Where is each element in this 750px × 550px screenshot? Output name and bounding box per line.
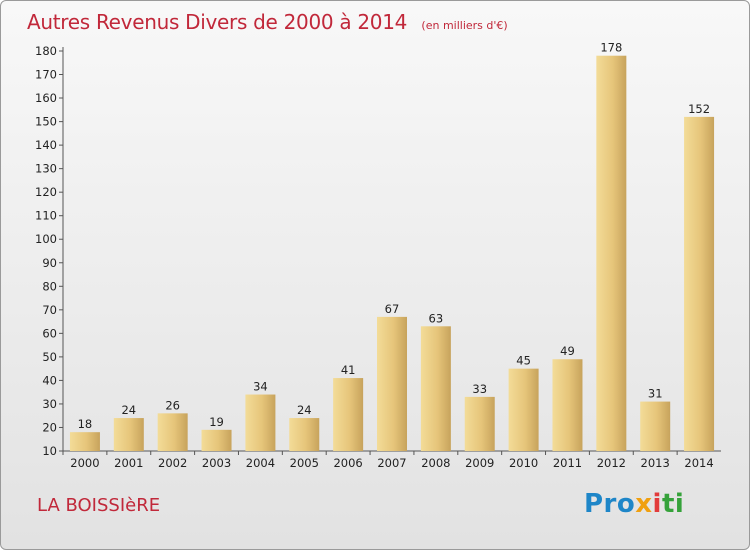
y-tick-label: 110 bbox=[35, 209, 57, 223]
x-tick-label-2001: 2001 bbox=[114, 456, 143, 470]
value-label-2006: 41 bbox=[341, 363, 356, 377]
bar-2002 bbox=[157, 413, 188, 451]
value-label-2009: 33 bbox=[472, 382, 487, 396]
logo-part-1: Pro bbox=[584, 489, 636, 519]
value-label-2004: 34 bbox=[253, 380, 268, 394]
proxiti-logo: Proxiti bbox=[584, 489, 684, 519]
x-tick-label-2007: 2007 bbox=[377, 456, 406, 470]
bar-2011 bbox=[552, 359, 583, 451]
chart-title-block: Autres Revenus Divers de 2000 à 2014 (en… bbox=[27, 10, 508, 34]
x-tick-label-2010: 2010 bbox=[509, 456, 538, 470]
value-label-2013: 31 bbox=[648, 387, 663, 401]
bar-2008 bbox=[420, 326, 451, 451]
x-tick-label-2006: 2006 bbox=[333, 456, 362, 470]
bar-2004 bbox=[245, 394, 276, 451]
x-tick-label-2000: 2000 bbox=[70, 456, 99, 470]
value-label-2002: 26 bbox=[165, 398, 180, 412]
value-label-2012: 178 bbox=[600, 41, 622, 55]
y-tick-label: 180 bbox=[35, 44, 57, 58]
value-label-2014: 152 bbox=[688, 102, 710, 116]
y-tick-label: 160 bbox=[35, 91, 57, 105]
y-tick-label: 50 bbox=[42, 350, 57, 364]
value-label-2007: 67 bbox=[385, 302, 400, 316]
bar-2010 bbox=[508, 368, 539, 451]
bar-2003 bbox=[201, 429, 232, 451]
chart-subtitle: (en milliers d'€) bbox=[421, 19, 508, 32]
logo-part-3: i bbox=[652, 489, 662, 519]
y-tick-label: 120 bbox=[35, 185, 57, 199]
bar-2012 bbox=[596, 55, 627, 452]
bar-2009 bbox=[464, 396, 495, 451]
x-tick-label-2004: 2004 bbox=[246, 456, 275, 470]
value-label-2010: 45 bbox=[516, 354, 531, 368]
x-tick-label-2014: 2014 bbox=[684, 456, 713, 470]
logo-part-4: ti bbox=[661, 489, 685, 519]
y-tick-label: 20 bbox=[42, 420, 57, 434]
y-tick-label: 150 bbox=[35, 115, 57, 129]
x-tick-label-2011: 2011 bbox=[553, 456, 582, 470]
value-label-2003: 19 bbox=[209, 415, 224, 429]
labels: 2000 18 2001 24 2002 26 2003 19 2004 34 2005 24 2006… bbox=[70, 41, 713, 470]
x-tick-label-2009: 2009 bbox=[465, 456, 494, 470]
bar-2007 bbox=[377, 316, 407, 451]
y-tick-label: 170 bbox=[35, 68, 57, 82]
bar-2005 bbox=[289, 418, 320, 451]
y-tick-label: 140 bbox=[35, 138, 57, 152]
bar-2014 bbox=[684, 116, 715, 451]
bar-2000 bbox=[69, 432, 100, 451]
y-tick-label: 30 bbox=[42, 397, 57, 411]
x-tick-label-2013: 2013 bbox=[641, 456, 670, 470]
location-name: LA BOISSIèRE bbox=[37, 495, 161, 516]
bar-2001 bbox=[113, 418, 144, 451]
bar-2013 bbox=[640, 401, 671, 451]
x-tick-label-2008: 2008 bbox=[421, 456, 450, 470]
y-tick-label: 70 bbox=[42, 303, 57, 317]
value-label-2001: 24 bbox=[121, 403, 136, 417]
chart-title: Autres Revenus Divers de 2000 à 2014 bbox=[27, 10, 408, 34]
y-tick-label: 100 bbox=[35, 232, 57, 246]
bar-2006 bbox=[333, 378, 364, 451]
value-label-2005: 24 bbox=[297, 403, 312, 417]
y-tick-label: 40 bbox=[42, 373, 57, 387]
value-label-2011: 49 bbox=[560, 344, 575, 358]
y-tick-label: 80 bbox=[42, 279, 57, 293]
logo-part-2: x bbox=[635, 489, 653, 519]
axes: 10 20 30 40 50 60 70 80 90 100 110 120 130 140 150 160 1… bbox=[35, 44, 721, 458]
x-tick-label-2003: 2003 bbox=[202, 456, 231, 470]
x-tick-label-2005: 2005 bbox=[290, 456, 319, 470]
y-tick-label: 60 bbox=[42, 326, 57, 340]
y-tick-label: 130 bbox=[35, 162, 57, 176]
x-tick-label-2002: 2002 bbox=[158, 456, 187, 470]
y-tick-label: 10 bbox=[42, 444, 57, 458]
value-label-2000: 18 bbox=[78, 417, 93, 431]
x-tick-label-2012: 2012 bbox=[597, 456, 626, 470]
value-label-2008: 63 bbox=[429, 311, 444, 325]
bars bbox=[69, 55, 715, 452]
y-tick-label: 90 bbox=[42, 256, 57, 270]
